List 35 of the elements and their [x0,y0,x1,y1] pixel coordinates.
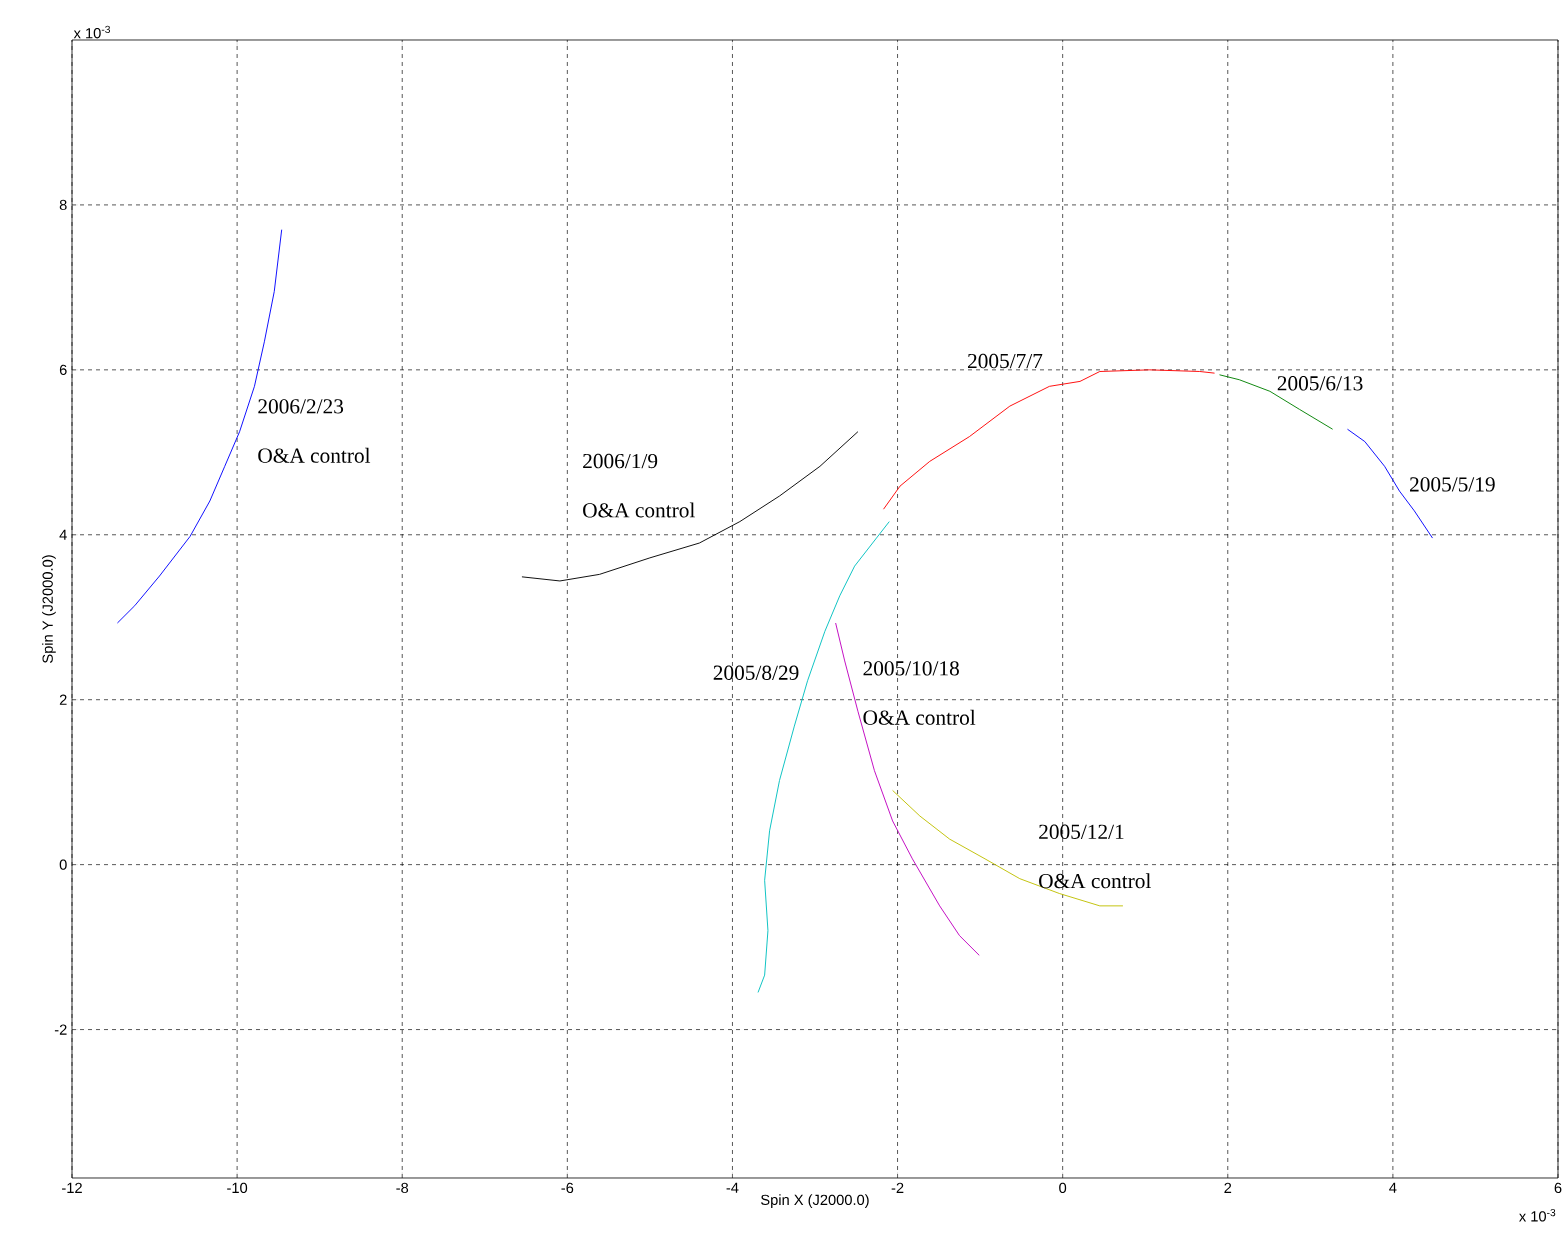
x-tick-label: -8 [396,1182,409,1194]
line-series [883,369,1216,510]
text: x 10$^{-3}$ [73,25,110,39]
series-label: 2005/6/13 [1277,376,1363,391]
series-label: 2006/2/23 [258,399,344,414]
y-tick-label: -2 [54,1024,67,1035]
series-label: 2005/10/18 [863,661,959,676]
annotation: O&A control [258,447,371,463]
y-tick-label: 0 [59,859,67,870]
y-tick-label: 2 [59,694,67,705]
annotation: O&A control [583,502,695,518]
series-label: 2005/5/19 [1410,477,1495,492]
y-axis-title: Spin Y (J2000.0) [42,555,56,663]
x-tick-label: 2 [1224,1182,1232,1193]
x-tick-label: 4 [1389,1182,1397,1193]
text: x 10$^{-3}$ [1519,1208,1556,1222]
series-label: 2005/8/29 [713,665,799,680]
line-series [835,622,980,956]
y-tick-label: 6 [59,364,67,376]
text: 2005/12/1 [1039,824,1124,839]
x-tick-label: -6 [561,1182,574,1194]
y-tick-label: 8 [59,199,67,211]
series-label: 2005/7/7 [967,353,1043,369]
x-tick-label: 0 [1059,1182,1067,1194]
x-tick-label: -4 [726,1182,739,1193]
y-tick-label: 4 [59,529,67,540]
annotation: O&A control [1039,873,1151,889]
annotation: O&A control [863,709,976,725]
annotation: 2006/1/9 [583,453,658,469]
x-tick-label: -12 [62,1182,82,1193]
x-axis-title: Spin X (J2000.0) [761,1194,869,1208]
line-series [521,431,859,582]
x-tick-label: -10 [227,1182,248,1194]
x-tick-label: 6 [1554,1182,1562,1194]
x-tick-label: -2 [891,1182,904,1193]
